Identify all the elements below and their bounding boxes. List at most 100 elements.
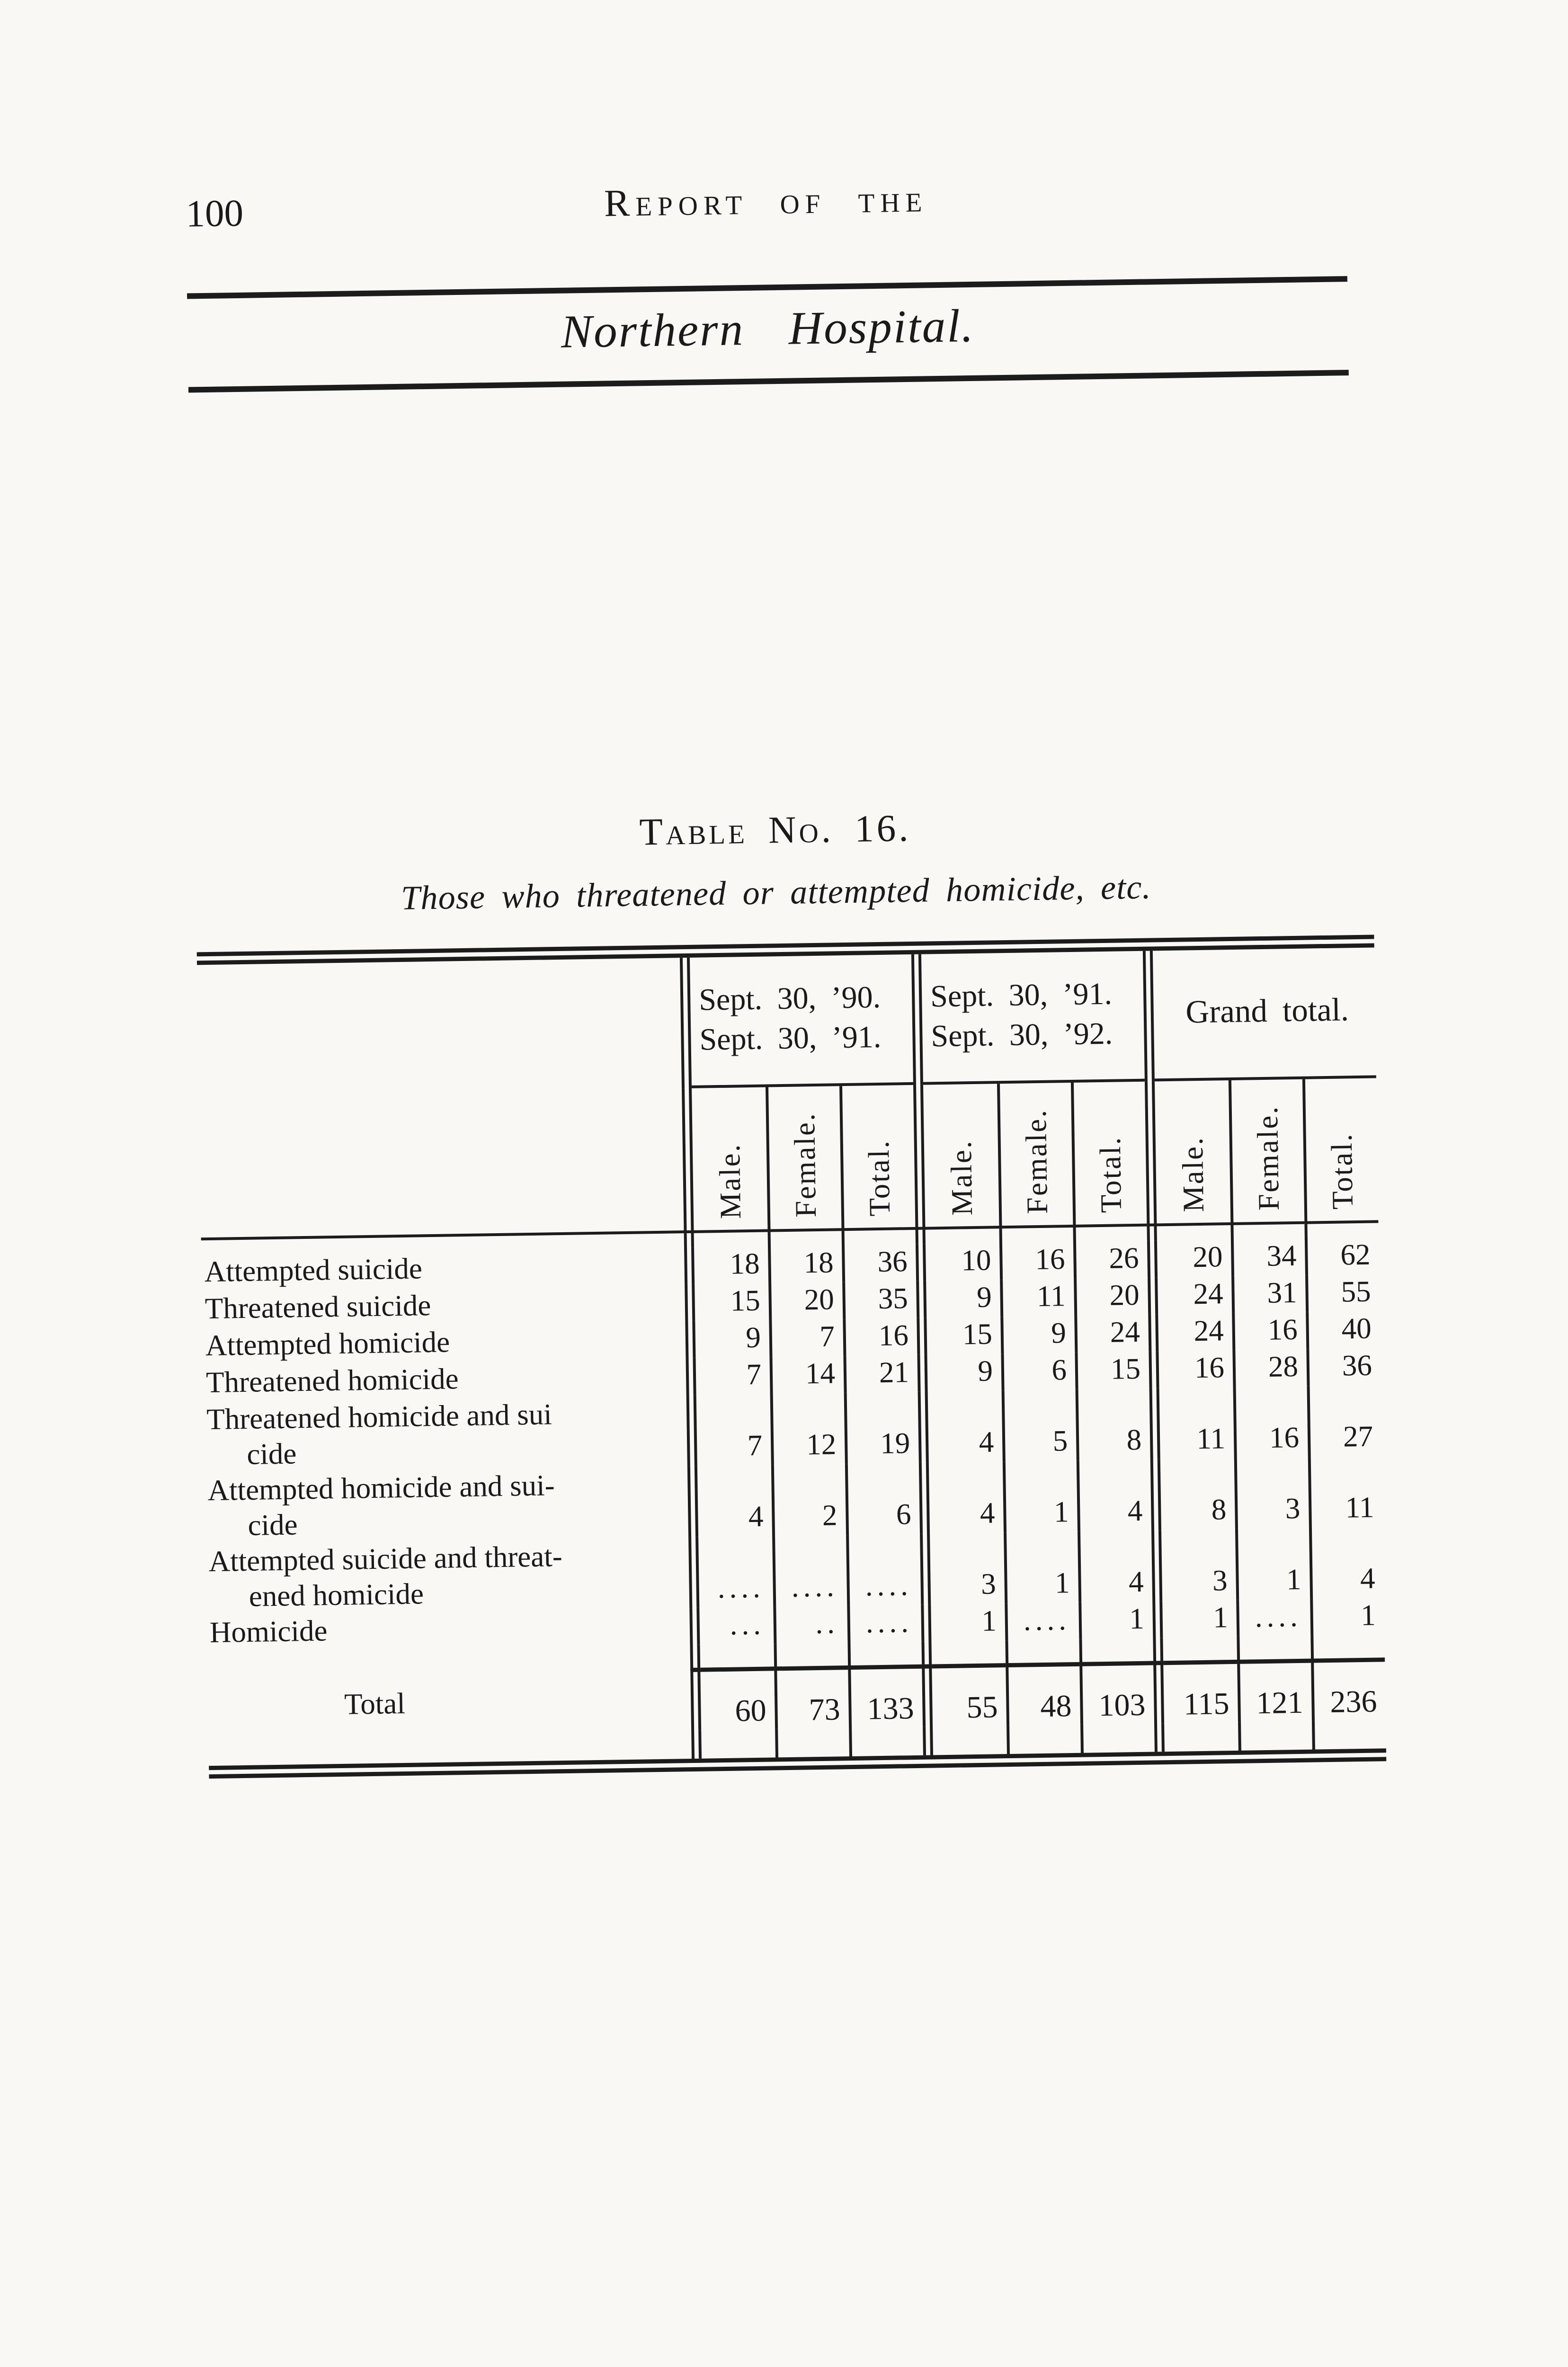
column-divider — [1153, 1661, 1165, 1724]
table-cell: 16 — [999, 1241, 1074, 1280]
row-label-text: Total — [344, 1686, 406, 1721]
column-header-total: Total. — [1302, 1078, 1379, 1224]
table-cell: 8 — [1075, 1388, 1150, 1460]
table-cell: 16 — [1232, 1312, 1307, 1350]
table-cell: 20 — [1192, 1239, 1223, 1274]
table-cell: 4 — [1078, 1530, 1153, 1602]
section-title: Northern Hospital. — [561, 301, 975, 359]
table-caption: Table No. 16. — [639, 806, 912, 854]
total-label: Total..... .............. — [207, 1668, 691, 1737]
table-cell: 34 — [1230, 1238, 1306, 1277]
table-cell-empty — [700, 1644, 774, 1669]
row-label: Homicide.................... — [206, 1608, 690, 1652]
table-cell-empty — [775, 1728, 850, 1759]
row-label: Threatened suicide........... — [202, 1284, 685, 1328]
column-header-label: Total. — [861, 1139, 896, 1217]
column-group-label: Sept. 30, ’92. — [930, 1015, 1113, 1054]
table-cell: 15 — [730, 1283, 761, 1318]
table-cell-empty — [774, 1643, 848, 1668]
table-cell: 36 — [1306, 1348, 1381, 1386]
table-cell: 73 — [774, 1665, 849, 1729]
table-cell: 1 — [1002, 1460, 1078, 1533]
table-cell: 20 — [1074, 1277, 1149, 1316]
row-label: Threatened homicide.......... — [203, 1358, 686, 1402]
table-cell: 6 — [1001, 1352, 1076, 1391]
table-cell: .... — [846, 1533, 921, 1606]
column-header-female: Female. — [997, 1082, 1073, 1229]
table-cell: .... — [717, 1570, 765, 1605]
table-cell: 121 — [1237, 1658, 1312, 1722]
table-cell: 62 — [1304, 1237, 1380, 1275]
table-cell: 4 — [748, 1499, 764, 1534]
column-divider — [1149, 1351, 1159, 1388]
horizontal-rule-top — [187, 276, 1347, 299]
table-cell: 31 — [1231, 1275, 1306, 1313]
column-divider — [922, 1664, 933, 1727]
table-cell: 115 — [1163, 1659, 1238, 1724]
column-header-label: Male. — [1175, 1135, 1210, 1212]
table-cell: 236 — [1311, 1657, 1386, 1721]
table-cell: 1 — [1212, 1600, 1229, 1635]
row-label-line: Attempted suicide............ — [204, 1247, 685, 1290]
table-cell-empty — [1079, 1638, 1154, 1664]
table-cell: 7 — [769, 1319, 844, 1357]
table-cell: 7 — [746, 1357, 762, 1392]
table-cell: 7 — [747, 1428, 763, 1463]
row-label-text: ened homicide — [249, 1576, 424, 1613]
column-header-label: Total. — [1092, 1135, 1128, 1213]
table-cell: 3 — [980, 1566, 997, 1601]
table-cell: 1 — [1004, 1531, 1079, 1604]
column-divider — [1154, 1723, 1165, 1752]
column-divider — [1152, 1601, 1163, 1638]
column-divider — [921, 1641, 932, 1664]
table-cell-empty — [1238, 1721, 1312, 1752]
table-cell: 20 — [768, 1282, 843, 1320]
table-cell-empty — [1164, 1722, 1238, 1753]
running-head: 100 Report of the — [186, 171, 1346, 239]
table-cell: 35 — [842, 1281, 917, 1319]
column-header-label: Female. — [1018, 1108, 1054, 1214]
table-cell: 1 — [1310, 1598, 1385, 1636]
table-cell-empty — [847, 1641, 922, 1667]
table-cell-empty — [1080, 1723, 1155, 1754]
table-cell: .. — [773, 1606, 848, 1644]
column-group-header: Sept. 30, ’91. Sept. 30, ’92. — [921, 951, 1145, 1085]
table-cell: 21 — [843, 1354, 918, 1393]
row-label: Attempted homicide.......... — [202, 1321, 686, 1365]
column-divider — [689, 1608, 700, 1646]
page-number: 100 — [185, 191, 244, 235]
column-divider — [918, 1391, 929, 1463]
column-group-label: Sept. 30, ’91. — [699, 1018, 882, 1057]
column-divider — [917, 1317, 927, 1355]
row-label: Attempted suicide and threat-ened homici… — [205, 1537, 689, 1615]
table-cell: 9 — [745, 1320, 761, 1355]
column-header-total: Total. — [839, 1085, 916, 1231]
column-divider — [1148, 1277, 1158, 1315]
table-cell: 16 — [843, 1317, 918, 1356]
table-cell-empty — [701, 1729, 775, 1760]
running-title: Report of the — [604, 177, 928, 225]
table-cell-empty — [933, 1726, 1007, 1756]
row-label-text: cide — [246, 1436, 297, 1471]
table-cell: 11 — [1308, 1456, 1383, 1528]
table-cell: 60 — [700, 1666, 775, 1730]
table-row: Sept. 30, ’90. Sept. 30, ’91. Sept. 30, ’9… — [197, 947, 1376, 1095]
column-divider — [686, 1358, 696, 1396]
table-cell: 8 — [1211, 1492, 1227, 1527]
column-divider — [685, 1284, 695, 1322]
column-group-header: Sept. 30, ’90. Sept. 30, ’91. — [689, 954, 913, 1088]
table-cell: 12 — [770, 1393, 845, 1465]
column-divider — [918, 1462, 930, 1534]
table-cell: 9 — [977, 1353, 993, 1388]
table-cell: 24 — [1194, 1313, 1224, 1348]
table-cell: 1 — [1235, 1528, 1310, 1600]
column-divider — [1151, 1530, 1163, 1602]
row-label-line: Threatened homicide.......... — [206, 1358, 686, 1401]
table-cell: 10 — [961, 1243, 992, 1278]
table-cell: 1 — [981, 1603, 997, 1638]
row-label-line: Attempted homicide.......... — [205, 1321, 686, 1364]
column-header-label: Male. — [943, 1139, 979, 1215]
column-divider — [686, 1395, 697, 1467]
table-cell: 18 — [730, 1246, 760, 1281]
